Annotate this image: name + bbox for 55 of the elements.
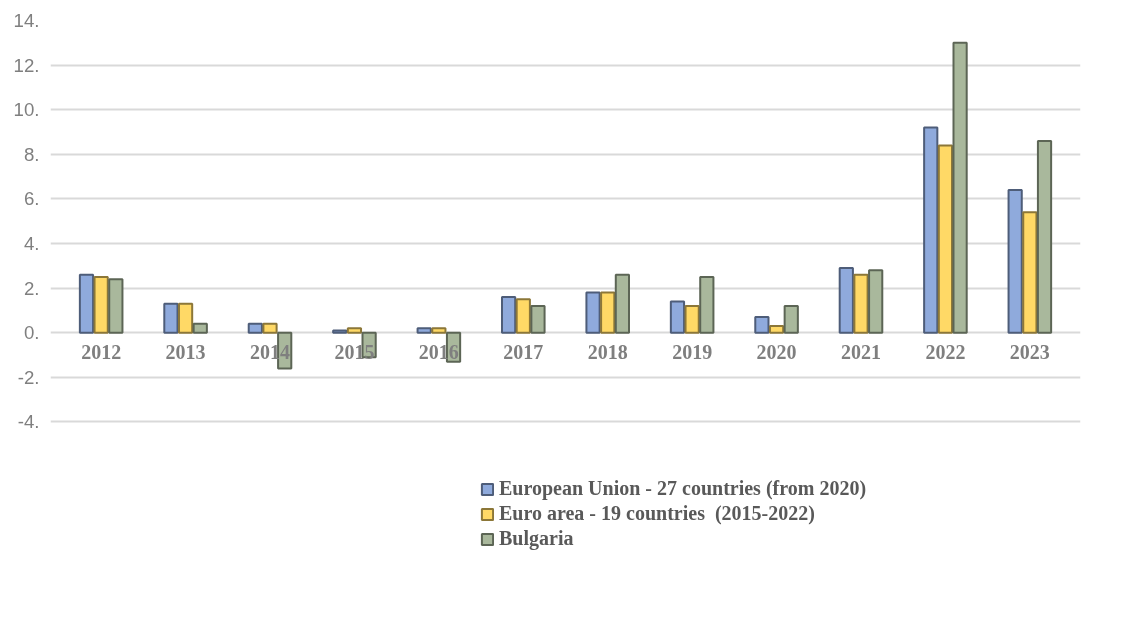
bar: [585, 291, 601, 334]
bar: [614, 273, 630, 334]
y-tick-label: 8.: [23, 143, 40, 165]
bar: [600, 291, 616, 334]
bar: [699, 275, 715, 334]
bar: [192, 322, 208, 334]
bar: [754, 316, 770, 334]
bar: [416, 327, 432, 334]
bar: [108, 278, 124, 334]
y-tick-label: 0.: [23, 322, 40, 344]
bar: [501, 296, 517, 334]
bar: [768, 325, 785, 334]
bar: [93, 275, 109, 334]
bar: [783, 304, 799, 334]
bar: [332, 329, 348, 334]
bar: [431, 327, 447, 334]
bar: [868, 269, 884, 334]
legend-label: Euro area - 19 countries (2015-2022): [499, 502, 815, 525]
y-tick-label: -4.: [17, 411, 40, 433]
x-tick-label: 2012: [81, 340, 122, 363]
bar: [262, 322, 278, 334]
y-tick-label: 10.: [13, 99, 40, 121]
bar: [937, 144, 954, 334]
bar: [1007, 188, 1023, 334]
bar: [515, 298, 531, 334]
x-tick-label: 2017: [503, 340, 544, 363]
y-tick-label: 12.: [13, 54, 40, 76]
bar: [177, 302, 194, 334]
bar: [530, 304, 546, 334]
legend-label: Bulgaria: [499, 527, 574, 550]
bar: [684, 304, 700, 334]
bar: [1036, 139, 1053, 334]
x-tick-label: 2020: [756, 340, 797, 363]
bar: [923, 126, 939, 334]
bar: [838, 267, 854, 334]
bar: [247, 322, 263, 334]
y-tick-label: 14.: [13, 10, 40, 31]
y-tick-label: 6.: [23, 188, 40, 210]
bar: [346, 327, 363, 334]
bar: [952, 41, 968, 334]
x-tick-label: 2021: [840, 340, 881, 363]
x-tick-label: 2022: [925, 340, 966, 363]
y-tick-label: 2.: [23, 277, 40, 299]
bar: [1022, 211, 1038, 334]
legend-label: European Union - 27 countries (from 2020): [499, 477, 867, 500]
x-tick-label: 2018: [587, 340, 628, 363]
bar: [669, 300, 686, 334]
bar: [853, 273, 869, 334]
bar: [78, 273, 95, 334]
x-tick-label: 2019: [672, 340, 713, 363]
bar: [163, 302, 179, 334]
x-tick-label: 2023: [1009, 340, 1050, 363]
y-tick-label: 4.: [23, 233, 40, 254]
y-tick-label: -2.: [17, 366, 40, 388]
x-tick-label: 2013: [165, 340, 206, 363]
